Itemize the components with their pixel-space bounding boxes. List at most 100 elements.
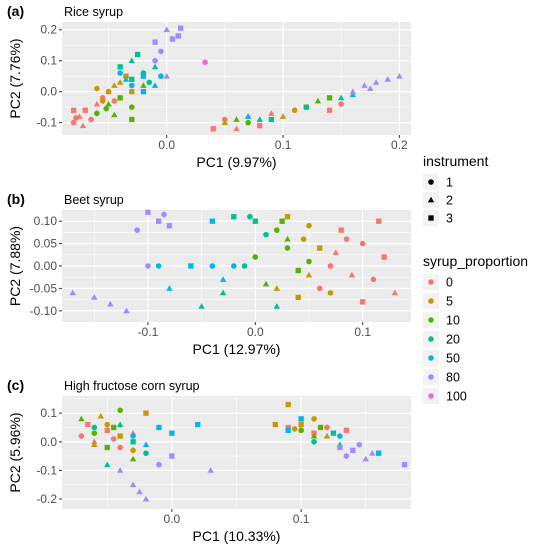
x-tick-label: 0.0: [247, 325, 264, 339]
legend-key-color: [428, 393, 434, 399]
data-point: [85, 421, 91, 428]
data-point: [209, 218, 215, 224]
data-point: [285, 401, 291, 408]
data-point: [145, 263, 151, 269]
data-point: [169, 36, 176, 42]
data-point: [370, 276, 377, 283]
data-point: [316, 285, 323, 292]
data-point: [343, 427, 350, 433]
data-point: [332, 249, 340, 255]
x-axis-title: PC1 (10.33%): [193, 528, 281, 544]
data-point: [188, 263, 194, 269]
data-point: [285, 424, 291, 431]
data-point: [151, 63, 159, 70]
data-point: [306, 222, 312, 229]
panel-title: Rice syrup: [64, 5, 123, 19]
data-point: [140, 88, 147, 95]
data-point: [117, 407, 123, 414]
data-point: [233, 125, 240, 132]
data-point: [317, 424, 324, 431]
y-tick-label: -0.1: [36, 116, 57, 130]
data-point: [70, 107, 77, 113]
x-tick-label: 0.0: [158, 138, 175, 152]
y-tick-label: 0.2: [40, 23, 57, 37]
x-tick-label: 0.2: [391, 138, 408, 152]
legend-label: 3: [446, 212, 453, 226]
data-point: [401, 461, 408, 468]
data-point: [209, 263, 216, 269]
data-point: [104, 444, 110, 451]
data-point: [103, 105, 110, 112]
data-point: [78, 433, 85, 439]
data-point: [143, 450, 149, 457]
panel-label: (c): [7, 377, 24, 393]
data-point: [111, 82, 118, 88]
data-point: [117, 433, 123, 439]
data-point: [134, 51, 141, 58]
data-point: [129, 481, 137, 488]
data-point: [369, 449, 376, 456]
y-tick-label: 0.05: [34, 237, 58, 251]
data-point: [88, 116, 94, 123]
data-point: [156, 461, 162, 468]
data-point: [291, 107, 298, 114]
data-point: [338, 227, 344, 233]
data-point: [317, 245, 323, 251]
data-point: [284, 235, 291, 242]
data-point: [245, 119, 251, 126]
data-point: [349, 88, 357, 95]
x-tick-label: 0.1: [293, 512, 310, 526]
data-point: [298, 427, 304, 434]
data-point: [111, 111, 118, 118]
data-point: [326, 107, 333, 113]
data-point: [295, 294, 301, 301]
y-tick-label: -0.2: [36, 492, 57, 506]
x-tick-label: -0.1: [138, 325, 159, 339]
y-tick-label: -0.05: [30, 281, 58, 295]
y-tick-label: 0.0: [40, 85, 57, 99]
data-point: [123, 307, 130, 314]
data-point: [116, 79, 124, 85]
legend-label: 50: [446, 352, 460, 366]
data-point: [129, 82, 135, 89]
data-point: [111, 98, 118, 104]
scatter-panel-3: 0.0 0.1 -0.2 -0.1 0.0 0.1 (c) High fructose cor…: [7, 377, 411, 544]
data-point: [337, 433, 343, 439]
data-point: [298, 421, 304, 428]
data-point: [268, 116, 275, 123]
data-point: [256, 116, 263, 122]
data-point: [350, 447, 356, 454]
data-point: [97, 412, 104, 419]
data-point: [169, 430, 175, 436]
data-point: [324, 424, 330, 431]
data-point: [78, 415, 85, 422]
data-point: [117, 64, 123, 70]
y-tick-label: 0.00: [34, 259, 58, 273]
x-axis-title: PC1 (12.97%): [193, 341, 281, 357]
legend-title-syrup-proportion: syrup_proportion: [423, 253, 528, 269]
data-point: [129, 455, 137, 462]
data-point: [300, 236, 307, 242]
data-point: [156, 424, 162, 431]
data-point: [116, 467, 124, 473]
data-point: [326, 95, 333, 101]
data-point: [140, 82, 147, 88]
data-point: [384, 76, 391, 82]
data-point: [295, 267, 301, 274]
y-axis-title: PC2 (7.88%): [7, 226, 23, 306]
data-point: [231, 263, 237, 269]
data-point: [129, 76, 135, 82]
data-point: [107, 300, 114, 307]
legend-key-color: [428, 336, 434, 342]
data-point: [140, 73, 147, 79]
legend-key-color: [428, 374, 434, 380]
data-point: [285, 427, 291, 433]
y-tick-label: -0.1: [36, 463, 57, 477]
panel-label: (b): [7, 191, 25, 207]
data-point: [93, 100, 101, 107]
data-point: [178, 25, 184, 31]
data-point: [130, 447, 136, 454]
data-point: [129, 104, 135, 110]
data-point: [129, 116, 135, 123]
data-point: [105, 100, 112, 107]
